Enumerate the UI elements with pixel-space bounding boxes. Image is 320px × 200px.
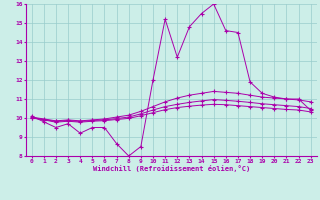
X-axis label: Windchill (Refroidissement éolien,°C): Windchill (Refroidissement éolien,°C) xyxy=(92,165,250,172)
